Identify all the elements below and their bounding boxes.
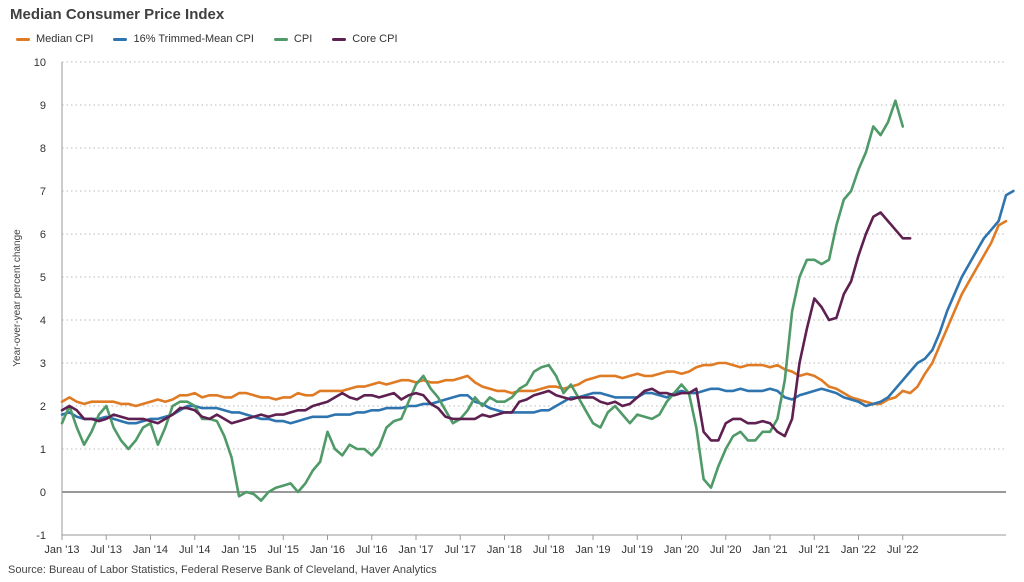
legend-label: Core CPI xyxy=(352,33,398,45)
x-tick-label: Jul '19 xyxy=(622,544,653,556)
legend-item: Median CPI xyxy=(16,33,93,45)
legend-swatch xyxy=(332,37,347,41)
series-lines xyxy=(60,99,1015,502)
x-tick-label: Jul '18 xyxy=(533,544,564,556)
series-line-cpi xyxy=(60,99,905,502)
legend-item: CPI xyxy=(273,33,313,45)
y-tick-label: 8 xyxy=(40,143,46,155)
source-note: Source: Bureau of Labor Statistics, Fede… xyxy=(8,564,437,576)
y-axis: -1 0 1 2 3 4 5 6 7 8 9 10 xyxy=(34,57,63,542)
series-line-core-cpi xyxy=(60,211,912,442)
y-axis-label: Year-over-year percent change xyxy=(12,229,23,367)
x-tick-label: Jan '13 xyxy=(44,544,79,556)
x-tick-label: Jul '21 xyxy=(799,544,830,556)
x-tick-label: Jan '20 xyxy=(664,544,699,556)
x-tick-label: Jan '17 xyxy=(398,544,433,556)
x-tick-label: Jul '15 xyxy=(268,544,299,556)
chart-title: Median Consumer Price Index xyxy=(10,6,225,23)
y-tick-label: 1 xyxy=(40,444,46,456)
y-tick-label: 9 xyxy=(40,100,46,112)
x-tick-label: Jan '15 xyxy=(221,544,256,556)
legend: Median CPI 16% Trimmed-Mean CPI CPI Core CP… xyxy=(16,33,398,45)
legend-swatch xyxy=(113,37,128,41)
x-tick-label: Jul '17 xyxy=(445,544,476,556)
legend-item: 16% Trimmed-Mean CPI xyxy=(113,33,254,45)
y-tick-label: 2 xyxy=(40,401,46,413)
x-tick-label: Jan '16 xyxy=(310,544,345,556)
y-tick-label: 3 xyxy=(40,358,46,370)
x-tick-label: Jan '19 xyxy=(575,544,610,556)
x-tick-label: Jan '18 xyxy=(487,544,522,556)
y-tick-label: -1 xyxy=(36,530,46,542)
legend-item: Core CPI xyxy=(332,33,398,45)
legend-label: CPI xyxy=(293,33,313,45)
legend-label: Median CPI xyxy=(36,33,94,45)
x-axis: Jan '13 Jul '13 Jan '14 Jul '14 Jan '15 Jul '… xyxy=(44,534,1006,556)
legend-label: 16% Trimmed-Mean CPI xyxy=(133,33,254,45)
grid-lines xyxy=(62,61,1006,536)
legend-swatch xyxy=(16,37,30,41)
y-tick-label: 6 xyxy=(40,229,46,241)
series-line-median-cpi xyxy=(60,219,1008,408)
x-tick-label: Jul '13 xyxy=(91,544,122,556)
x-tick-label: Jul '22 xyxy=(887,544,918,556)
legend-swatch xyxy=(273,37,288,41)
x-tick-label: Jul '16 xyxy=(356,544,387,556)
x-tick-label: Jan '14 xyxy=(133,544,168,556)
y-tick-label: 4 xyxy=(40,315,46,327)
x-tick-label: Jan '21 xyxy=(752,544,787,556)
x-tick-label: Jul '14 xyxy=(179,544,210,556)
chart-plot: -1 0 1 2 3 4 5 6 7 8 9 10 Jan '13 Jul '13 Jan '14 Jul … xyxy=(12,57,1015,556)
x-tick-label: Jul '20 xyxy=(710,544,741,556)
y-tick-label: 0 xyxy=(40,487,46,499)
y-tick-label: 5 xyxy=(40,272,46,284)
y-tick-label: 7 xyxy=(40,186,46,198)
x-tick-label: Jan '22 xyxy=(841,544,876,556)
y-tick-label: 10 xyxy=(34,57,46,69)
series-line-16-trimmed-mean-cpi xyxy=(60,189,1015,425)
